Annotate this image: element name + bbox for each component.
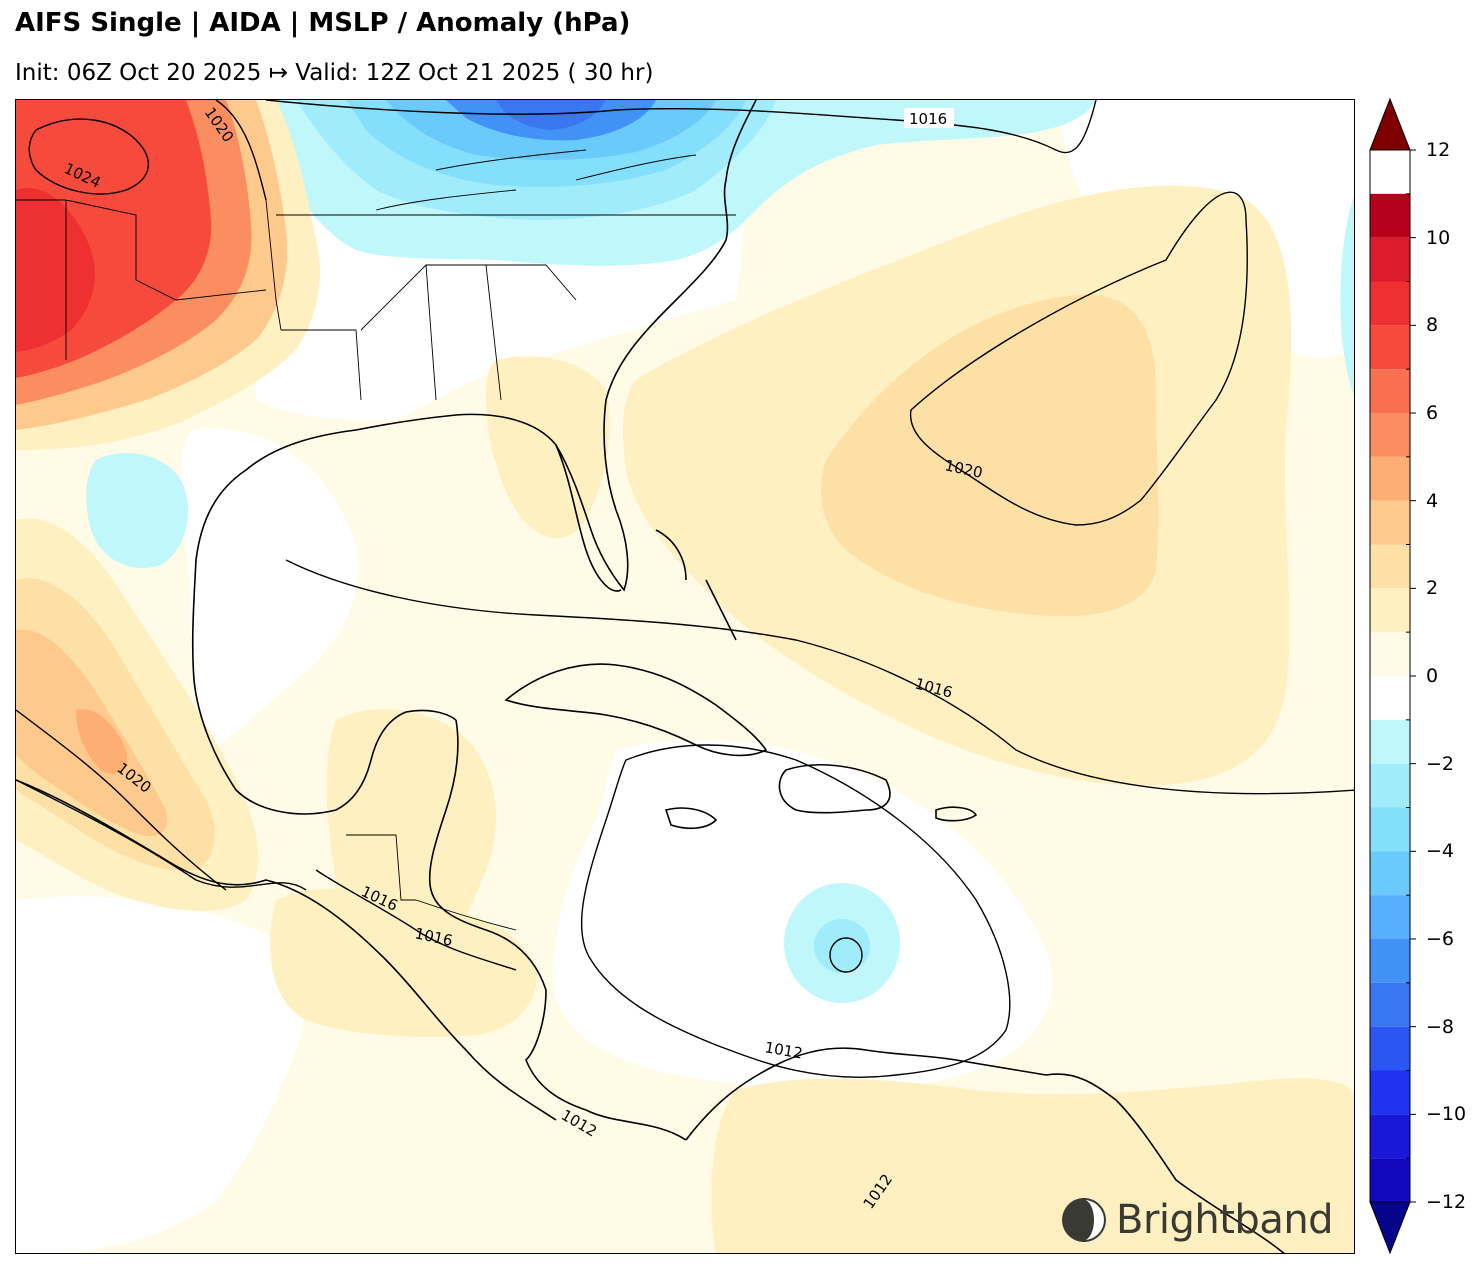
colorbar-tick-label: −6 — [1426, 928, 1455, 950]
colorbar-tick-label: 10 — [1426, 226, 1451, 249]
coastline-cuba — [504, 663, 768, 757]
border-us-states — [265, 199, 736, 401]
positive-anomaly-florida — [486, 356, 610, 539]
isobar-mexico-coast — [16, 779, 307, 891]
positive-anomaly-south-america — [711, 1078, 1354, 1253]
page-title: AIFS Single | AIDA | MSLP / Anomaly (hPa… — [15, 8, 631, 38]
positive-anomaly-mexico-spot — [76, 709, 127, 774]
coastline-jamaica — [664, 807, 718, 830]
colorbar-bin — [1370, 456, 1410, 501]
colorbar-tick-label: 4 — [1426, 489, 1439, 512]
colorbar-bin — [1370, 281, 1410, 326]
colorbar-tick-label: −4 — [1426, 840, 1455, 863]
colorbar-tick-label: −10 — [1426, 1103, 1467, 1126]
map-canvas: 1016 1024 1020 1020 1016 1020 1016 1016 … — [16, 100, 1354, 1253]
negative-anomaly-east-edge — [1340, 195, 1354, 396]
isobar-1012-caribbean — [580, 744, 1011, 1078]
colorbar-bin — [1370, 763, 1410, 808]
coastline-mexico-pacific — [16, 779, 557, 1121]
colorbar-bin — [1370, 982, 1410, 1027]
positive-anomaly-atlantic-core — [821, 294, 1159, 617]
colorbar — [1368, 97, 1478, 1257]
colorbar-tick-label: −8 — [1426, 1015, 1455, 1038]
colorbar-bin — [1370, 500, 1410, 545]
colorbar-bin — [1370, 632, 1410, 676]
isobar-1020-atlantic — [910, 191, 1248, 526]
colorbar-bin — [1370, 588, 1410, 633]
colorbar-bin — [1370, 1026, 1410, 1071]
colorbar-bin — [1370, 150, 1410, 194]
colorbar-bin — [1370, 895, 1410, 939]
coastline-south-america — [685, 1047, 1285, 1253]
coastline-central-america — [428, 719, 687, 1141]
coastline-mexico-gulf — [191, 559, 457, 815]
coastline-bahamas — [655, 529, 737, 641]
colorbar-bin — [1370, 544, 1410, 589]
colorbar-svg — [1369, 97, 1416, 1255]
colorbar-bin — [1370, 851, 1410, 896]
coastline-gulf-us — [195, 100, 757, 592]
brightband-logo-icon — [1062, 1198, 1106, 1242]
colorbar-tick-label: 2 — [1426, 577, 1439, 600]
colorbar-bin — [1370, 325, 1410, 370]
label-bg-1016-top — [904, 108, 954, 128]
isobar-1020-west — [215, 100, 267, 201]
coastlines — [16, 100, 1285, 1253]
border-honduras — [415, 899, 517, 931]
valid-time-subtitle: Init: 06Z Oct 20 2025 ↦ Valid: 12Z Oct 2… — [15, 60, 654, 86]
white-anomaly-pacific — [16, 896, 306, 1253]
isobar-1016-atlantic — [285, 559, 1354, 795]
white-anomaly-gulf — [181, 428, 358, 746]
brightband-logo: Brightband — [1060, 1192, 1350, 1248]
negative-anomaly-texas — [86, 452, 189, 569]
anomaly-map: 1016 1024 1020 1020 1016 1020 1016 1016 … — [15, 99, 1355, 1254]
negative-anomaly-caribbean-low-core — [814, 919, 870, 973]
coastline-puerto-rico — [935, 806, 978, 822]
border-western-states — [16, 199, 267, 360]
colorbar-tick-label: −2 — [1426, 752, 1455, 775]
colorbar-tick-label: 6 — [1426, 402, 1439, 424]
colorbar-bin — [1370, 719, 1410, 764]
colorbar-tick-label: 12 — [1426, 139, 1451, 161]
colorbar-bin — [1370, 676, 1410, 720]
contour-label-1016-top: 1016 — [909, 110, 947, 128]
positive-anomaly-west-high-9 — [16, 188, 95, 352]
colorbar-bin — [1370, 237, 1410, 282]
colorbar-under-triangle — [1369, 1201, 1411, 1255]
isobar-1024-west — [28, 118, 149, 195]
colorbar-bin — [1370, 413, 1410, 457]
isobar-caribbean-low — [829, 937, 863, 973]
negative-anomaly-northeast-center — [496, 100, 606, 130]
isobar-1016-north — [265, 100, 1097, 154]
colorbar-over-triangle — [1369, 97, 1411, 151]
border-guatemala — [346, 834, 416, 901]
colorbar-tick-label: 0 — [1426, 665, 1439, 687]
isobar-1020-mexico — [16, 709, 227, 891]
colorbar-tick-label: −12 — [1426, 1191, 1467, 1213]
brightband-logo-text: Brightband — [1116, 1197, 1334, 1243]
colorbar-tick-label: 8 — [1426, 314, 1439, 337]
isobar-1016-central-america — [315, 869, 517, 971]
coastline-florida — [555, 444, 622, 592]
colorbar-bin — [1370, 1114, 1410, 1159]
colorbar-bin — [1370, 1158, 1410, 1202]
isobar-contours — [16, 100, 1354, 1078]
political-borders — [16, 149, 736, 931]
border-us-states-north — [375, 149, 697, 211]
colorbar-bin — [1370, 939, 1410, 983]
coastline-hispaniola — [778, 764, 891, 814]
colorbar-bin — [1370, 193, 1410, 238]
positive-anomaly-honduras — [270, 888, 537, 1037]
colorbar-bin — [1370, 807, 1410, 852]
colorbar-bin — [1370, 1070, 1410, 1115]
colorbar-bin — [1370, 369, 1410, 413]
